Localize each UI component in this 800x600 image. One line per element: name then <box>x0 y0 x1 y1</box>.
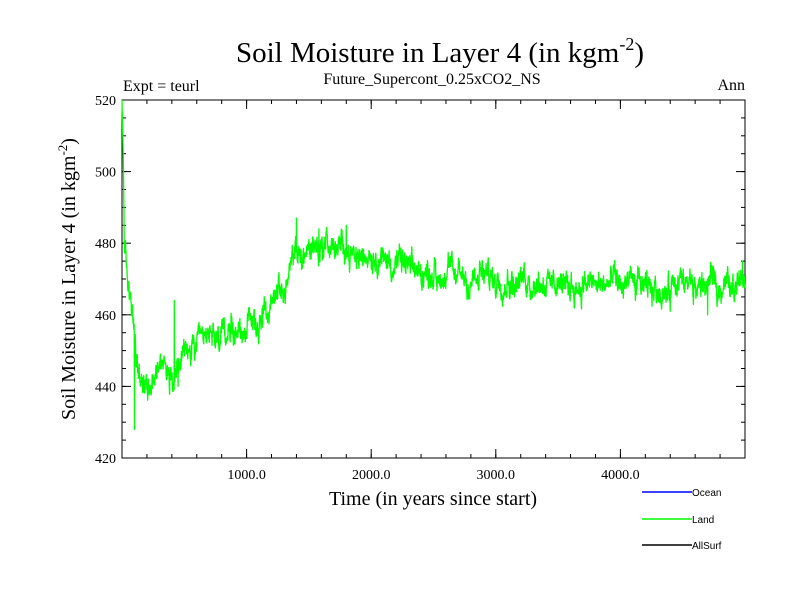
legend-label-land: Land <box>692 515 714 526</box>
tick-labels: 1000.0 2000.0 3000.0 4000.0 420 440 460 480 500 5… <box>95 94 640 483</box>
x-tick-label: 1000.0 <box>227 468 266 483</box>
series-line-land <box>121 99 746 431</box>
legend-label-allsurf: AllSurf <box>692 541 722 552</box>
y-tick-label: 420 <box>95 452 116 467</box>
x-axis-label: Time (in years since start) <box>329 488 537 510</box>
x-tick-label: 3000.0 <box>477 468 516 483</box>
legend: Ocean Land AllSurf <box>642 488 722 552</box>
chart-title: Soil Moisture in Layer 4 (in kgm-2) <box>236 34 644 69</box>
x-tick-label: 2000.0 <box>352 468 391 483</box>
y-tick-label: 440 <box>95 380 116 395</box>
x-tick-label: 4000.0 <box>601 468 640 483</box>
series-group <box>121 99 746 431</box>
legend-label-ocean: Ocean <box>692 488 721 499</box>
y-tick-label: 460 <box>95 309 116 324</box>
y-tick-label: 480 <box>95 237 116 252</box>
experiment-label: Expt = teurl <box>123 78 200 95</box>
y-tick-label: 520 <box>95 94 116 109</box>
y-axis-label: Soil Moisture in Layer 4 (in kgm-2) <box>55 138 80 420</box>
y-tick-label: 500 <box>95 166 116 181</box>
chart-subtitle: Future_Supercont_0.25xCO2_NS <box>323 71 540 88</box>
season-label: Ann <box>717 77 745 94</box>
